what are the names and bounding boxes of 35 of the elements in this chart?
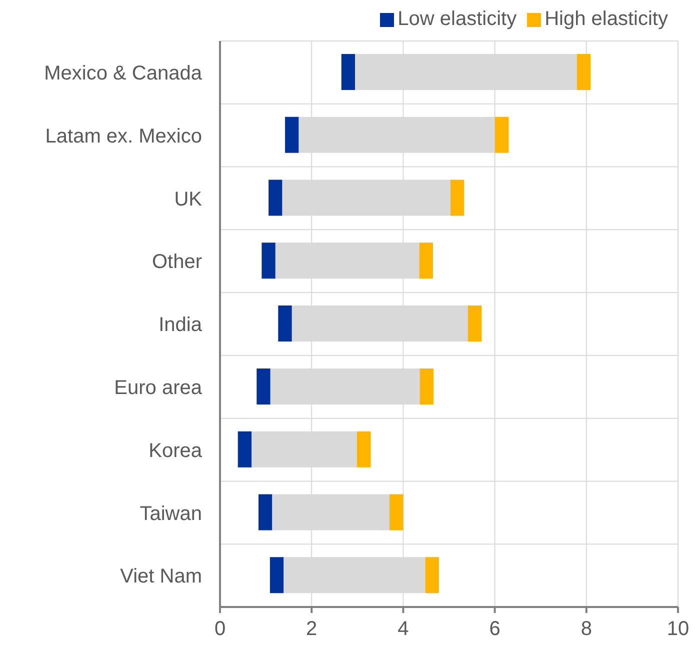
y-tick-label: Latam ex. Mexico <box>45 125 202 148</box>
x-tick-label: 2 <box>306 618 318 640</box>
bar <box>420 368 434 404</box>
bar <box>450 180 464 216</box>
bar <box>468 306 482 342</box>
bar <box>258 494 272 530</box>
y-tick-label: Taiwan <box>140 502 202 525</box>
bar <box>256 368 270 404</box>
x-tick-label: 10 <box>666 618 690 640</box>
bar <box>419 242 433 279</box>
bar <box>262 242 276 279</box>
bar <box>278 306 292 342</box>
x-tick-label: 6 <box>489 618 500 640</box>
bar <box>576 54 591 90</box>
bar <box>238 431 252 468</box>
bar <box>270 557 284 594</box>
y-tick-label: UK <box>174 188 203 210</box>
y-tick-label: Viet Nam <box>120 566 202 588</box>
y-tick-label: India <box>158 314 203 336</box>
bar <box>285 116 299 153</box>
legend-label: Low elasticity <box>398 8 517 30</box>
y-tick-label: Euro area <box>114 376 203 399</box>
y-tick-label: Mexico & Canada <box>44 62 203 85</box>
x-tick-label: 8 <box>580 618 592 640</box>
bar <box>268 180 282 216</box>
x-tick-label: 4 <box>398 618 409 640</box>
bar <box>494 116 509 153</box>
bar <box>341 54 356 90</box>
bar <box>425 557 439 594</box>
bar <box>356 431 371 468</box>
x-tick-label: 0 <box>214 618 226 640</box>
bar <box>389 494 404 530</box>
y-tick-label: Korea <box>148 440 203 462</box>
y-tick-label: Other <box>152 251 202 274</box>
legend-label: High elasticity <box>544 8 668 30</box>
